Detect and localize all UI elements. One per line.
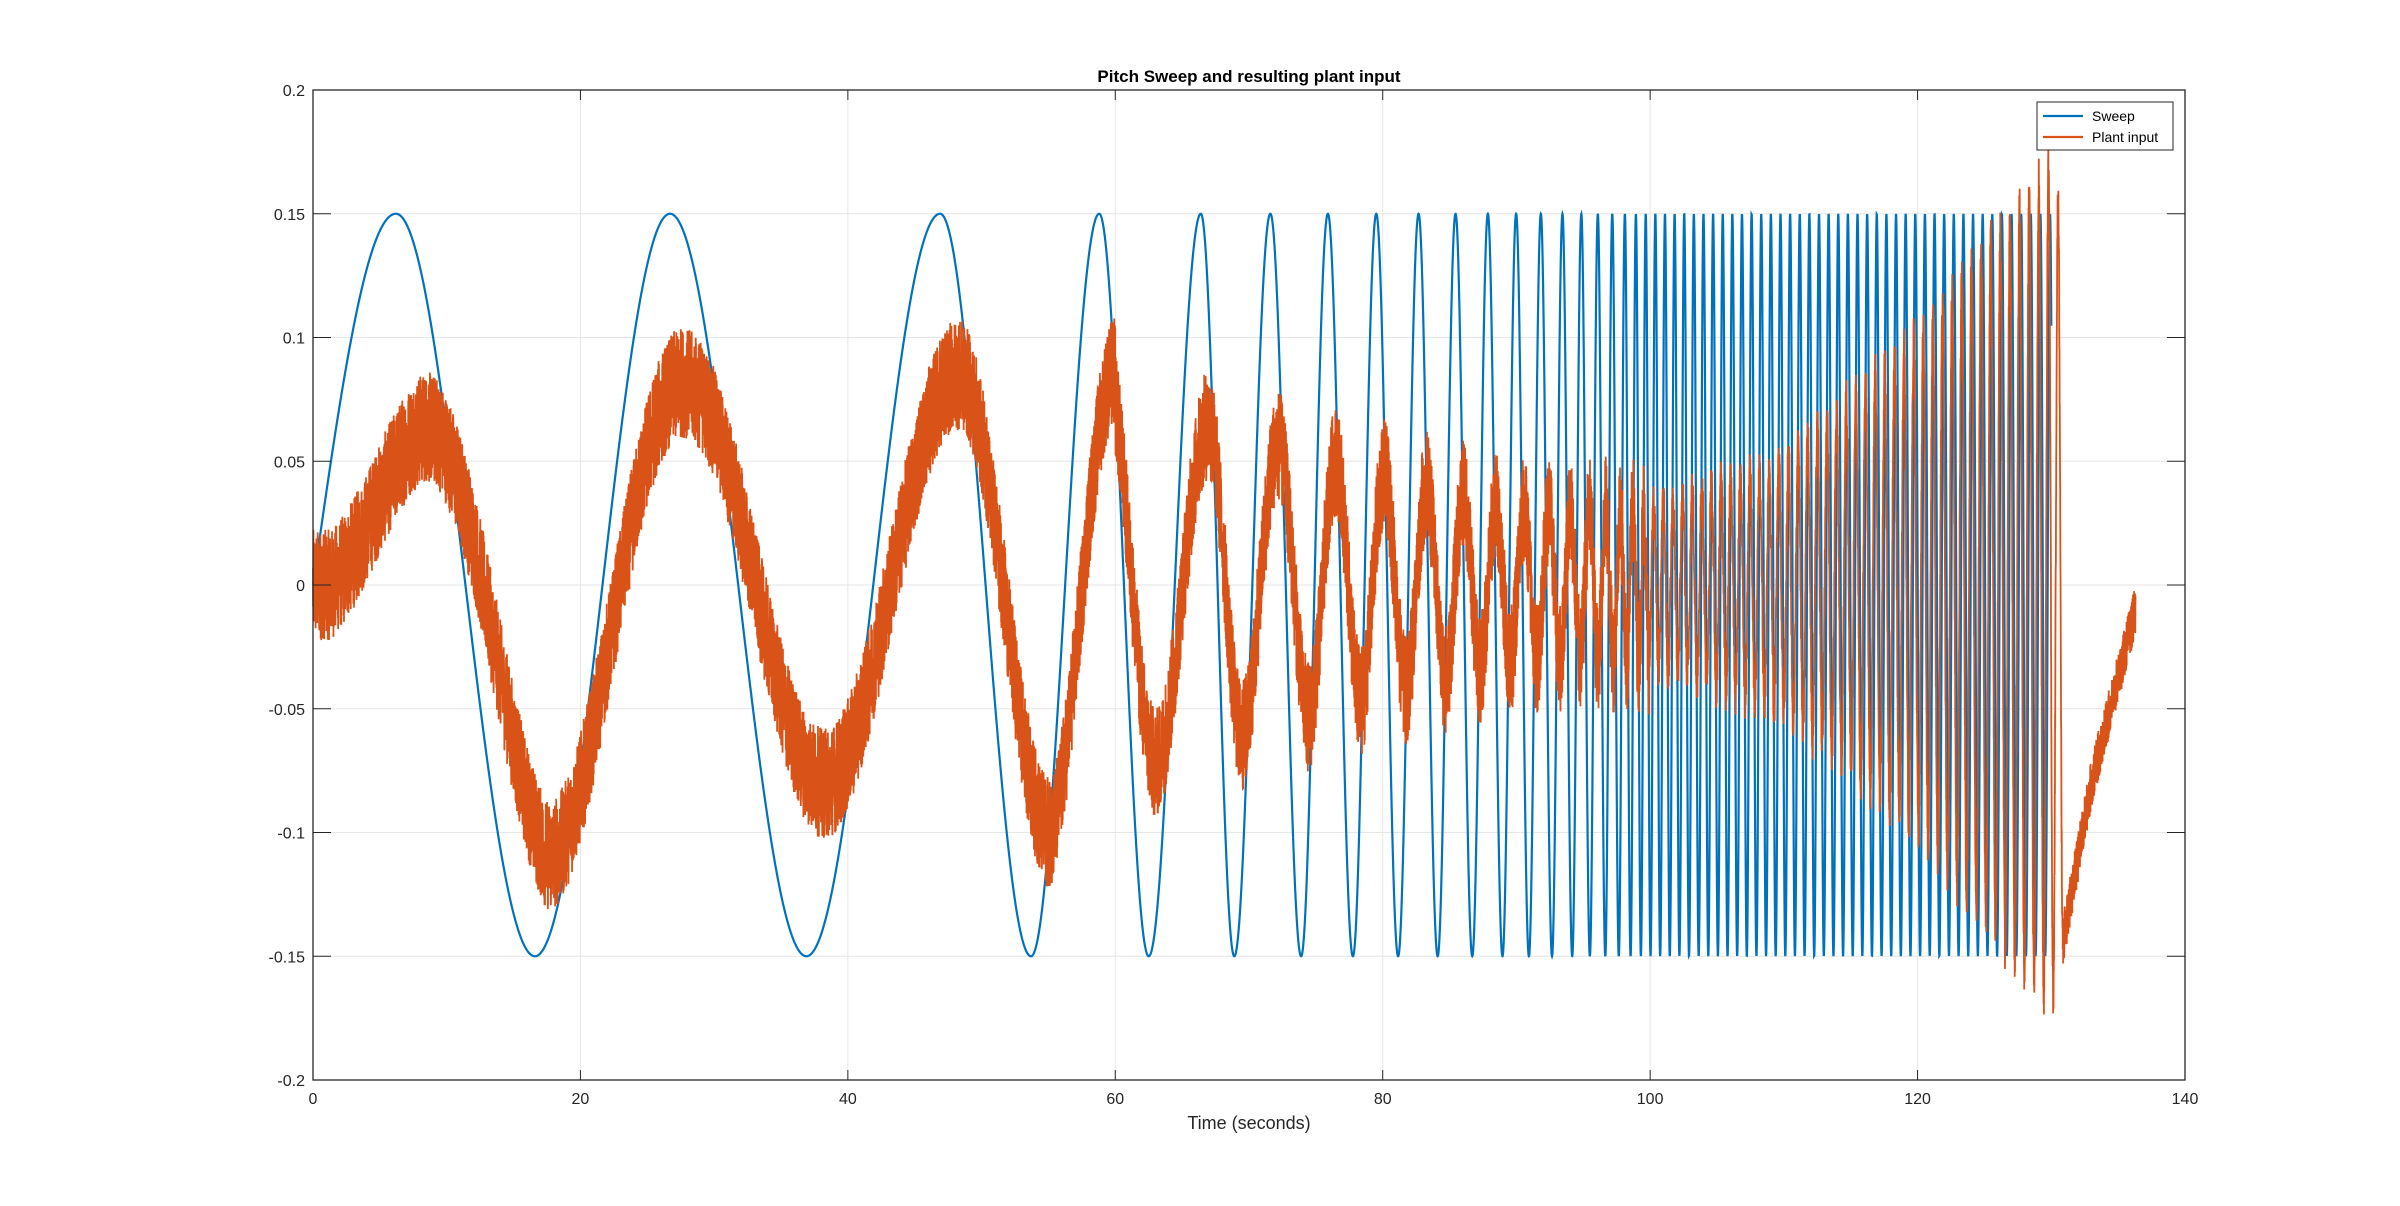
series-layer [311,148,2137,1015]
ticks: 0 20 40 60 80 100 120 140 -0.2 -0.15 -0.1 -0.05 0 0.0… [269,83,2199,1108]
y-tick-label: 0 [296,578,305,595]
x-tick-label: 40 [839,1091,857,1108]
x-tick-label: 120 [1904,1091,1931,1108]
x-tick-label: 60 [1106,1091,1124,1108]
chart-title: Pitch Sweep and resulting plant input [1097,67,1401,86]
y-tick-label: 0.05 [274,454,305,471]
legend-box [2036,101,2174,151]
legend-label-sweep: Sweep [2092,108,2135,124]
series-line-sweep [311,209,2053,960]
x-tick-label: 100 [1637,1091,1664,1108]
y-tick-label: 0.1 [283,331,305,348]
x-tick-label: 140 [2172,1091,2199,1108]
y-tick-label: -0.1 [277,826,305,843]
y-tick-label: 0.15 [274,207,305,224]
x-tick-label: 80 [1374,1091,1392,1108]
y-tick-label: -0.05 [269,702,306,719]
series-line-plant-input [312,148,2137,1015]
y-tick-label: -0.2 [277,1073,305,1090]
legend-label-plant-input: Plant input [2092,129,2158,145]
x-tick-label: 0 [309,1091,318,1108]
y-tick-label: -0.15 [269,949,306,966]
y-tick-label: 0.2 [283,83,305,100]
legend[interactable]: Sweep Plant input [2036,101,2174,151]
x-tick-label: 20 [572,1091,590,1108]
x-axis-title: Time (seconds) [1187,1113,1310,1133]
